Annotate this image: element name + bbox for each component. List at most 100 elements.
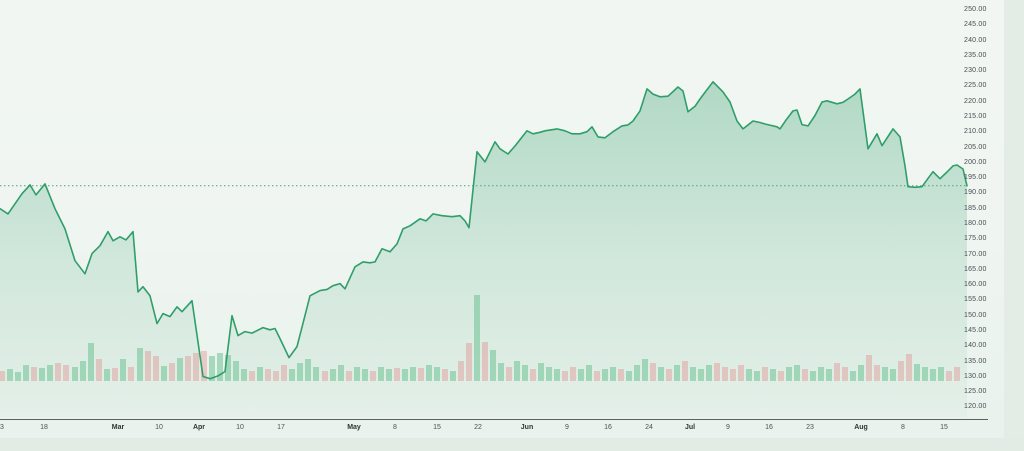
volume-bar [866, 355, 872, 381]
volume-bar [618, 369, 624, 381]
volume-bar [490, 350, 496, 381]
date-tick-label: 9 [726, 424, 730, 431]
volume-bar [241, 369, 247, 381]
volume-bar [522, 365, 528, 381]
volume-bar [714, 363, 720, 381]
volume-bar [394, 368, 400, 381]
volume-bar [658, 367, 664, 381]
volume-bar [313, 367, 319, 381]
volume-bar [362, 369, 368, 381]
volume-bar [265, 369, 271, 381]
volume-bar [946, 371, 952, 381]
volume-bar [297, 363, 303, 381]
volume-bar [930, 369, 936, 381]
volume-bar [706, 365, 712, 381]
date-tick-label: Apr [192, 424, 206, 431]
price-tick-label: 185.00 [964, 205, 987, 212]
volume-bar [322, 371, 328, 381]
volume-bar [47, 365, 53, 381]
price-tick-label: 195.00 [964, 174, 987, 181]
volume-bar [63, 365, 69, 381]
volume-bar [201, 351, 207, 381]
date-tick-label: 8 [393, 424, 397, 431]
volume-bar [938, 367, 944, 381]
date-tick-label: 18 [40, 424, 48, 431]
volume-bar [826, 369, 832, 381]
volume-bar [514, 361, 520, 381]
volume-bar [273, 371, 279, 381]
volume-bar [874, 365, 880, 381]
volume-bar [442, 369, 448, 381]
volume-bar [137, 348, 143, 381]
price-line [0, 81, 968, 380]
volume-bar [666, 369, 672, 381]
price-tick-label: 175.00 [964, 235, 987, 242]
volume-bar [898, 361, 904, 381]
date-tick-label: 24 [645, 424, 653, 431]
volume-bar [594, 371, 600, 381]
price-chart-canvas[interactable] [0, 0, 990, 419]
price-tick-label: 150.00 [964, 312, 987, 319]
time-axis-divider [0, 419, 988, 420]
volume-bar [682, 361, 688, 381]
volume-bar [498, 363, 504, 381]
price-tick-label: 190.00 [964, 189, 987, 196]
time-axis[interactable]: 3 18 Mar 10 Apr 10 17 May 8 15 22 Jun 9 16 24 Jul 9 16 23 A… [0, 422, 988, 437]
volume-bar [80, 361, 86, 381]
volume-bar [850, 371, 856, 381]
volume-bar [474, 295, 480, 381]
volume-bar [570, 367, 576, 381]
price-tick-label: 165.00 [964, 266, 987, 273]
volume-bar [305, 359, 311, 381]
volume-bar [434, 367, 440, 381]
volume-bar [161, 366, 167, 381]
volume-bar [546, 367, 552, 381]
volume-bar [778, 371, 784, 381]
volume-bar [578, 369, 584, 381]
page-background-right [1004, 0, 1024, 438]
volume-bar [96, 359, 102, 381]
volume-bar [466, 343, 472, 381]
volume-bar [818, 367, 824, 381]
volume-bar [31, 367, 37, 381]
volume-bar [72, 367, 78, 381]
volume-bar [698, 369, 704, 381]
volume-bar [890, 369, 896, 381]
volume-bar [88, 343, 94, 381]
price-tick-label: 120.00 [964, 403, 987, 410]
volume-bar [23, 365, 29, 381]
volume-bar [209, 356, 215, 381]
price-axis[interactable]: 250.00 245.00 240.00 235.00 230.00 225.00 220.… [962, 0, 1004, 419]
volume-bar [914, 364, 920, 381]
volume-bar [650, 363, 656, 381]
volume-bar [842, 367, 848, 381]
price-tick-label: 220.00 [964, 98, 987, 105]
volume-bar [562, 371, 568, 381]
date-tick-label: 17 [277, 424, 285, 431]
date-tick-label: 10 [236, 424, 244, 431]
date-tick-label: 23 [806, 424, 814, 431]
volume-bar [586, 365, 592, 381]
date-tick-label: 8 [901, 424, 905, 431]
volume-bar [954, 367, 960, 381]
volume-bars [0, 295, 960, 381]
volume-bar [906, 354, 912, 381]
volume-bar [177, 358, 183, 381]
volume-bar [634, 365, 640, 381]
volume-bar [386, 369, 392, 381]
price-tick-label: 135.00 [964, 358, 987, 365]
price-tick-label: 210.00 [964, 128, 987, 135]
volume-bar [346, 371, 352, 381]
volume-bar [554, 369, 560, 381]
volume-bar [257, 367, 263, 381]
volume-bar [354, 367, 360, 381]
price-tick-label: 200.00 [964, 159, 987, 166]
price-tick-label: 240.00 [964, 37, 987, 44]
volume-bar [281, 365, 287, 381]
volume-bar [128, 367, 134, 381]
volume-bar [217, 353, 223, 381]
volume-bar [378, 367, 384, 381]
volume-bar [674, 365, 680, 381]
price-tick-label: 145.00 [964, 327, 987, 334]
volume-bar [55, 363, 61, 381]
